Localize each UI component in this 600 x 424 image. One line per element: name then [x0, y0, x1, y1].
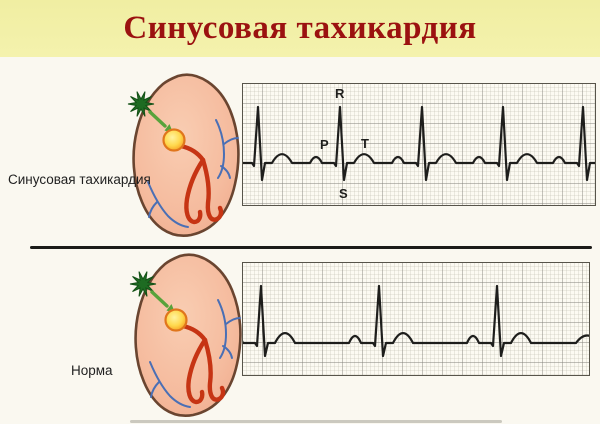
slide-title: Синусовая тахикардия — [123, 10, 477, 46]
scan-edge-shadow — [130, 420, 502, 423]
ecg-graph — [226, 83, 600, 206]
ecg-graph — [229, 262, 600, 376]
ecg-trace — [229, 284, 600, 358]
ecg-strip-norma — [229, 262, 600, 376]
wave-label-S: S — [339, 186, 348, 201]
ecg-strip-frame — [242, 83, 596, 206]
heart-illustration-tachycardia — [124, 70, 244, 238]
panel-label-tachycardia: Синусовая тахикардия — [8, 172, 151, 187]
ecg-trace — [226, 105, 600, 182]
wave-label-T: T — [361, 136, 369, 151]
ecg-strip-tachycardia: R P T S — [226, 83, 600, 206]
title-band: Синусовая тахикардия — [0, 0, 600, 57]
panel-label-norma: Норма — [71, 363, 113, 378]
ecg-strip-frame — [242, 262, 590, 376]
wave-label-R: R — [335, 86, 345, 101]
wave-label-P: P — [320, 137, 329, 152]
panel-divider — [30, 246, 592, 249]
ecg-grid — [242, 262, 590, 376]
heart-illustration-norma — [126, 250, 246, 418]
